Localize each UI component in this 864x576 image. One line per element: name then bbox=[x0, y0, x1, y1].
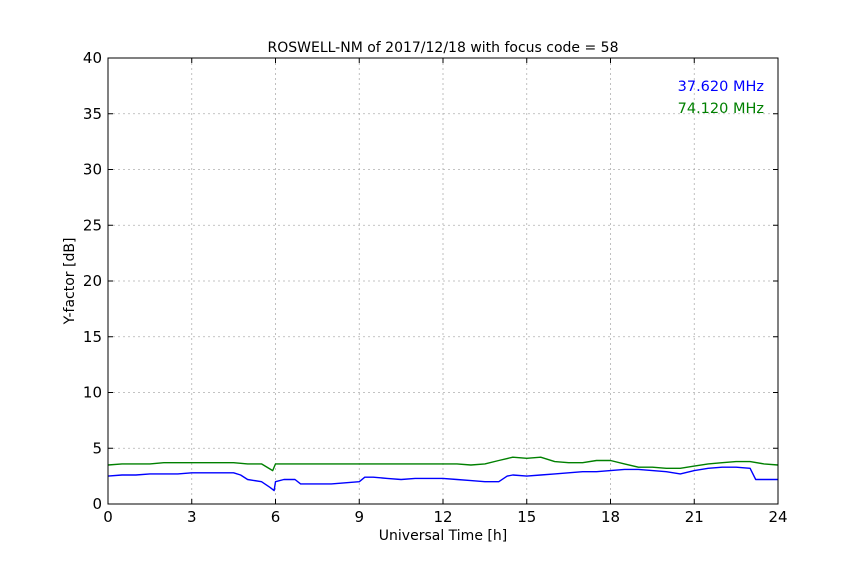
y-tick-label: 0 bbox=[92, 495, 102, 513]
x-tick-label: 6 bbox=[271, 508, 281, 526]
y-tick-label: 5 bbox=[92, 439, 102, 457]
series-line-0 bbox=[108, 466, 778, 492]
y-tick-label: 15 bbox=[83, 328, 102, 346]
series-layer bbox=[108, 456, 778, 492]
x-tick-label: 9 bbox=[354, 508, 364, 526]
x-tick-label: 15 bbox=[517, 508, 536, 526]
chart-title: ROSWELL-NM of 2017/12/18 with focus code… bbox=[268, 40, 619, 56]
y-tick-label: 25 bbox=[83, 216, 102, 234]
x-tick-label: 18 bbox=[601, 508, 620, 526]
y-axis-label: Y-factor [dB] bbox=[62, 238, 78, 326]
x-tick-label: 24 bbox=[768, 508, 787, 526]
series-line-1 bbox=[108, 456, 778, 472]
legend: 37.620 MHz 74.120 MHz bbox=[678, 79, 764, 117]
y-tick-label: 20 bbox=[83, 272, 102, 290]
y-tick-label: 35 bbox=[83, 105, 102, 123]
x-tick-label: 0 bbox=[103, 508, 113, 526]
x-axis-label: Universal Time [h] bbox=[379, 528, 507, 544]
y-tick-label: 30 bbox=[83, 161, 102, 179]
legend-entry-1: 74.120 MHz bbox=[678, 101, 764, 117]
y-tick-label: 40 bbox=[83, 49, 102, 67]
ticks: 0 3 6 9 12 15 18 21 24 0 5 10 15 20 25 30 35 40 bbox=[83, 49, 788, 526]
x-tick-label: 3 bbox=[187, 508, 197, 526]
grid bbox=[108, 58, 778, 504]
y-tick-label: 10 bbox=[83, 384, 102, 402]
x-tick-label: 12 bbox=[433, 508, 452, 526]
legend-entry-0: 37.620 MHz bbox=[678, 79, 764, 95]
x-tick-label: 21 bbox=[685, 508, 704, 526]
